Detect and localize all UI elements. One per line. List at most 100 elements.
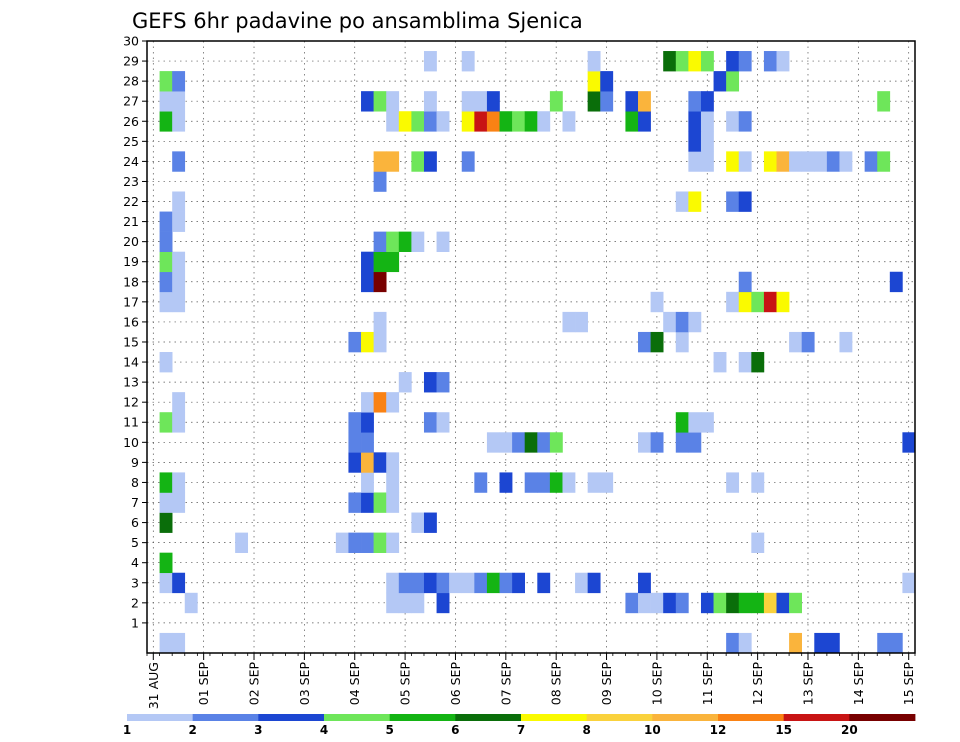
heatmap-cell xyxy=(524,111,538,132)
heatmap-cell xyxy=(373,331,387,353)
legend-level-label: 3 xyxy=(254,723,262,737)
x-tick-label: 04 SEP xyxy=(347,662,362,706)
y-tick-label: 9 xyxy=(131,455,139,470)
x-tick-label: 02 SEP xyxy=(247,662,262,706)
heatmap-cell xyxy=(386,572,400,594)
heatmap-cell xyxy=(889,632,903,654)
heatmap-cell xyxy=(675,412,689,433)
heatmap-cell xyxy=(713,352,727,373)
heatmap-cell xyxy=(789,632,802,654)
heatmap-cell xyxy=(172,392,186,413)
heatmap-cell xyxy=(373,311,387,333)
heatmap-cell xyxy=(361,91,374,112)
heatmap-cell xyxy=(172,111,186,132)
y-tick-label: 18 xyxy=(123,274,139,289)
heatmap-cell xyxy=(423,51,437,72)
heatmap-cell xyxy=(751,352,765,373)
heatmap-cell xyxy=(386,592,400,614)
y-tick-label: 10 xyxy=(123,435,139,450)
heatmap-cell xyxy=(587,91,601,112)
heatmap-cell xyxy=(386,472,400,493)
legend-swatch xyxy=(521,714,588,721)
heatmap-cell xyxy=(600,71,614,92)
heatmap-cell xyxy=(436,572,450,594)
y-tick-label: 5 xyxy=(131,535,139,550)
heatmap-cell xyxy=(184,592,198,614)
heatmap-cell xyxy=(675,432,689,453)
heatmap-cell xyxy=(587,472,601,493)
heatmap-cell xyxy=(411,572,425,594)
legend-level-label: 8 xyxy=(582,723,590,737)
x-tick-label: 01 SEP xyxy=(196,662,211,706)
heatmap-cell xyxy=(361,412,374,433)
heatmap-cell xyxy=(726,151,740,172)
heatmap-cell xyxy=(373,492,387,513)
heatmap-cell xyxy=(361,472,374,493)
heatmap-cell xyxy=(537,472,551,493)
heatmap-cell xyxy=(436,592,450,614)
heatmap-cell xyxy=(386,452,400,473)
heatmap-cell xyxy=(663,311,677,333)
heatmap-cell xyxy=(423,412,437,433)
color-legend: 1 2 3 4 5 6 7 8 10 12 15 20 xyxy=(123,714,916,737)
legend-level-label: 15 xyxy=(775,723,792,737)
heatmap-cell xyxy=(436,111,450,132)
heatmap-cell xyxy=(436,372,450,393)
heatmap-cell xyxy=(864,151,878,172)
heatmap-cell xyxy=(159,91,173,112)
heatmap-cell xyxy=(373,532,387,553)
legend-level-label: 20 xyxy=(841,723,858,737)
legend-swatch xyxy=(258,714,325,721)
heatmap-cell xyxy=(587,572,601,594)
x-tick-label: 15 SEP xyxy=(901,662,916,706)
heatmap-cell xyxy=(688,191,702,212)
heatmap-cells xyxy=(159,51,916,654)
legend-swatch xyxy=(455,714,522,721)
legend-swatch xyxy=(586,714,653,721)
y-tick-label: 28 xyxy=(123,74,139,89)
heatmap-cell xyxy=(398,111,412,132)
y-tick-label: 13 xyxy=(123,375,139,390)
heatmap-cell xyxy=(423,372,437,393)
heatmap-cell xyxy=(688,151,702,172)
heatmap-cell xyxy=(726,111,740,132)
heatmap-cell xyxy=(361,251,374,273)
x-tick-label: 03 SEP xyxy=(297,662,312,706)
heatmap-cell xyxy=(348,492,362,513)
heatmap-cell xyxy=(361,432,374,453)
heatmap-cell xyxy=(499,111,513,132)
y-tick-label: 26 xyxy=(123,114,139,129)
heatmap-cell xyxy=(386,151,400,172)
heatmap-cell xyxy=(688,412,702,433)
heatmap-cell xyxy=(763,291,777,313)
legend-swatch xyxy=(783,714,850,721)
y-tick-label: 2 xyxy=(131,595,139,610)
legend-swatch xyxy=(192,714,259,721)
heatmap-cell xyxy=(449,572,463,594)
heatmap-cell xyxy=(789,151,802,172)
heatmap-cell xyxy=(650,592,664,614)
heatmap-cell xyxy=(625,592,639,614)
heatmap-cell xyxy=(549,432,563,453)
heatmap-cell xyxy=(436,231,450,252)
heatmap-cell xyxy=(348,532,362,553)
heatmap-cell xyxy=(461,51,475,72)
heatmap-cell xyxy=(159,632,173,654)
heatmap-cell xyxy=(423,512,437,533)
heatmap-cell xyxy=(512,432,525,453)
legend-swatch xyxy=(127,714,194,721)
heatmap-cell xyxy=(159,472,173,493)
y-tick-label: 6 xyxy=(131,515,139,530)
heatmap-cell xyxy=(172,251,186,273)
heatmap-cell xyxy=(373,452,387,473)
heatmap-cell xyxy=(688,131,702,152)
legend-level-label: 12 xyxy=(710,723,727,737)
heatmap-cell xyxy=(776,151,790,172)
legend-swatch xyxy=(389,714,456,721)
heatmap-cell xyxy=(411,592,425,614)
heatmap-cell xyxy=(814,151,828,172)
heatmap-cell xyxy=(738,191,752,212)
heatmap-cell xyxy=(461,151,475,172)
heatmap-cell xyxy=(386,251,400,273)
heatmap-cell xyxy=(348,432,362,453)
